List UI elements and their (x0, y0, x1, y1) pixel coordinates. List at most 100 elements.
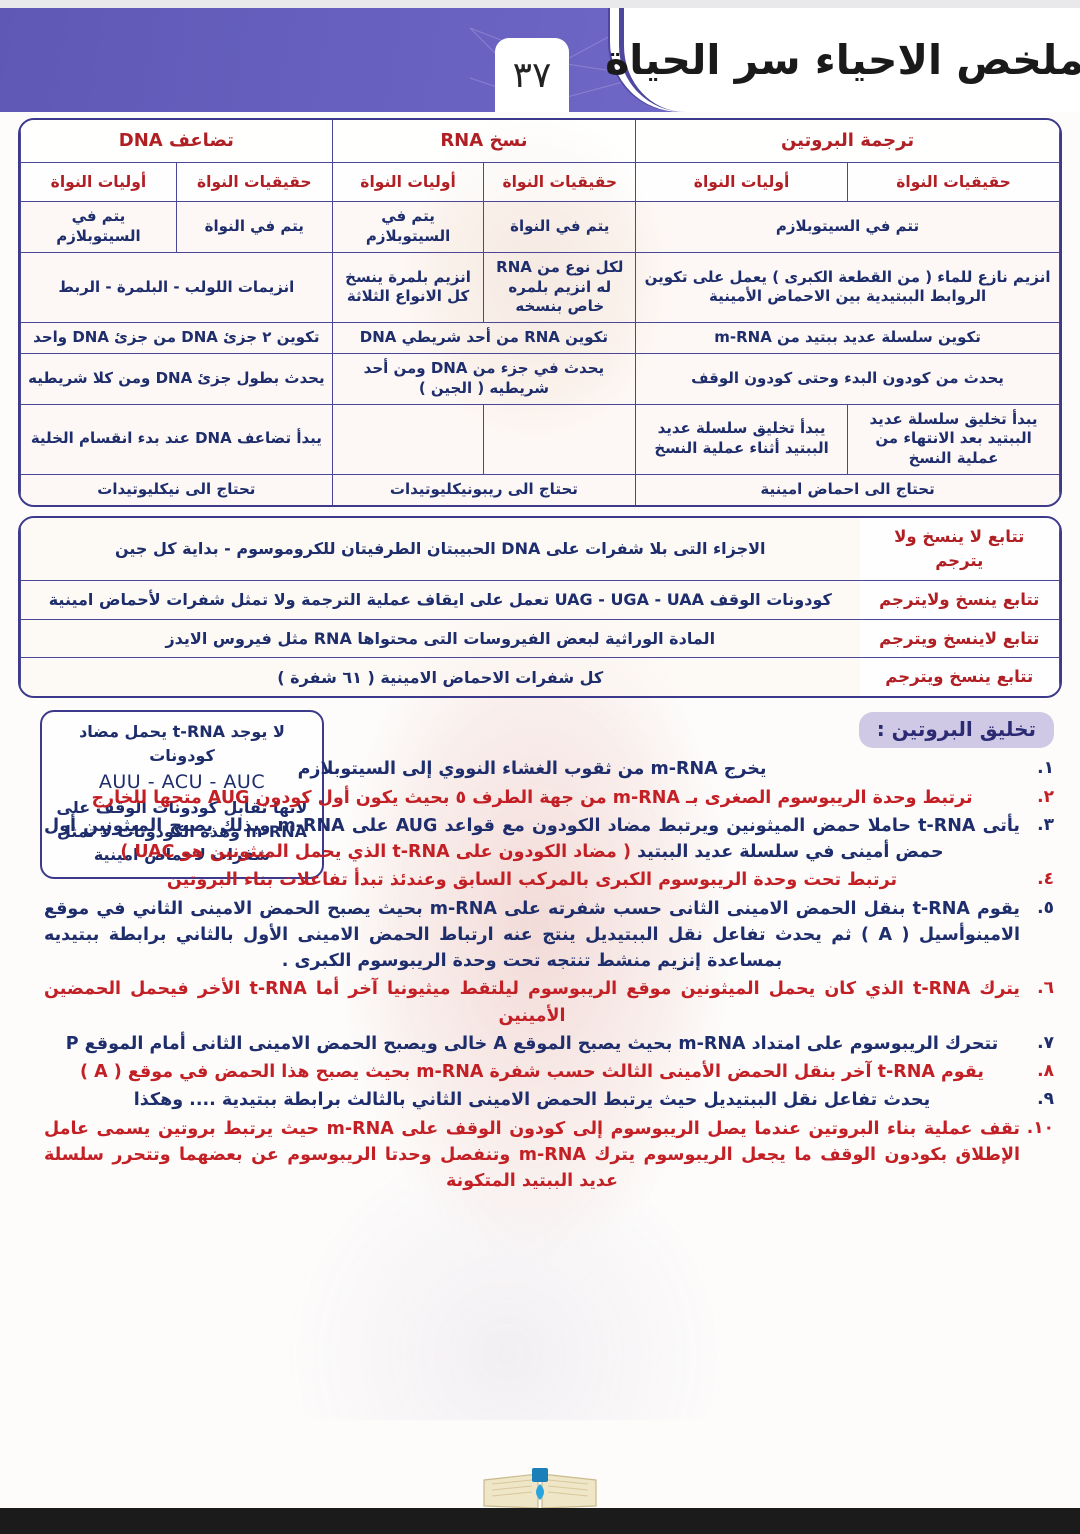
column-subheader: حقيقيات النواة (175, 161, 333, 203)
table-cell: انزيم نازع للماء ( من القطعة الكبرى ) يع… (635, 251, 1060, 324)
header-title-inner: ملخص الاحياء سر الحياة (605, 8, 1080, 112)
table-cell (331, 403, 485, 475)
table-row: تكوين سلسلة عديد ببتيد من m-RNA تكوين RNA… (20, 322, 1060, 354)
sequence-label: تتابع لا ينسخ ولا يترجم (859, 517, 1060, 581)
table-cell: انزيم بلمرة ينسخ كل الانواع الثلاثة (331, 251, 485, 324)
column-subheader: حقيقيات النواة (483, 161, 637, 203)
step-number: ٥. (1037, 897, 1054, 918)
step-number: ١٠. (1026, 1117, 1054, 1138)
protein-synthesis-steps: ١. يخرج m-RNA من ثقوب الغشاء النووي إلى ا… (44, 756, 1054, 1196)
sequence-description: المادة الوراثية لبعض الفيروسات التى محتو… (20, 618, 860, 659)
table-row: انزيم نازع للماء ( من القطعة الكبرى ) يع… (20, 251, 1060, 324)
note-codons: AUU - ACU - AUC (98, 770, 266, 793)
note-line-1: لا يوجد t-RNA يحمل مضاد كودونات (79, 722, 285, 766)
synthesis-step: ٣. يأتى t-RNA حاملا حمض الميثونين ويرتبط … (44, 813, 1054, 866)
step-number: ٤. (1037, 869, 1054, 890)
sequence-row: تتابع لا ينسخ ولا يترجم الاجزاء التى بلا … (20, 517, 1060, 581)
column-subheader: أوليات النواة (331, 161, 485, 203)
table-subheader-row: حقيقيات النواة أوليات النواة حقيقيات النوا… (20, 161, 1060, 203)
table-cell: يتم في النواة (175, 201, 333, 253)
column-header: ترجمة البروتين (635, 120, 1060, 163)
step-text: يحدث تفاعل نقل الببتيديل حيث يرتبط الحمض… (133, 1090, 931, 1111)
step-text: ترتبط وحدة الريبوسوم الصغرى بـ m-RNA من … (91, 787, 973, 808)
protein-synthesis-heading: تخليق البروتين : (858, 712, 1054, 749)
sequence-row: تتابع لاينسخ ويترجم المادة الوراثية لبعض … (20, 618, 1060, 659)
sequence-row: تتابع ينسخ ولايترجم كودونات الوقف UAG - U… (20, 579, 1060, 620)
table-cell: يتم في السيتوبلازم (20, 201, 177, 253)
table-row: تحتاج الى احماض امينية تحتاج الى ريبونيكل… (20, 473, 1060, 505)
table-row: يبدأ تخليق سلسلة عديد الببتيد بعد الانته… (20, 403, 1060, 475)
column-subheader: أوليات النواة (20, 161, 177, 203)
step-text: يقوم t-RNA بنقل الحمض الامينى الثانى حسب… (44, 898, 1020, 972)
synthesis-step: ١. يخرج m-RNA من ثقوب الغشاء النووي إلى ا… (44, 756, 1054, 782)
synthesis-step: ٦. يترك t-RNA الذي كان يحمل الميثونين موق… (44, 976, 1054, 1029)
sequence-table-box: تتابع لا ينسخ ولا يترجم الاجزاء التى بلا … (18, 515, 1062, 699)
step-number: ٦. (1037, 978, 1054, 999)
synthesis-step: ٧. تتحرك الريبوسوم على امتداد m-RNA بحيث … (44, 1031, 1054, 1057)
column-header: تضاعف DNA (20, 120, 333, 163)
table-cell: يحدث بطول جزئ DNA ومن كلا شريطيه (20, 352, 333, 405)
table-cell: تكوين سلسلة عديد ببتيد من m-RNA (635, 322, 1060, 354)
step-text: يخرج m-RNA من ثقوب الغشاء النووي إلى الس… (297, 759, 767, 780)
open-book-icon (480, 1466, 600, 1512)
table-cell: يتم في السيتوبلازم (331, 201, 485, 253)
step-text: يترك t-RNA الذي كان يحمل الميثونين موقع … (44, 979, 1020, 1026)
synthesis-step: ٨. يقوم t-RNA آخر بنقل الحمض الأمينى الثا… (44, 1059, 1054, 1085)
table-cell (483, 403, 637, 475)
table-cell: تكوين ٢ جزئ DNA من جزئ DNA واحد (20, 322, 333, 354)
column-header: نسخ RNA (331, 120, 637, 163)
sequence-description: كل شفرات الاحماض الامينية ( ٦١ شفرة ) (20, 657, 860, 697)
sequence-label: تتابع ينسخ ولايترجم (859, 579, 1060, 620)
step-number: ٣. (1037, 814, 1054, 835)
synthesis-step: ٩. يحدث تفاعل نقل الببتيديل حيث يرتبط الح… (44, 1087, 1054, 1113)
lower-region: لا يوجد t-RNA يحمل مضاد كودونات AUU - AC… (18, 708, 1062, 1308)
table-cell: يبدأ تضاعف DNA عند بدء انقسام الخلية (20, 403, 333, 475)
sequence-table: تتابع لا ينسخ ولا يترجم الاجزاء التى بلا … (20, 517, 1060, 697)
table-row: تتم في السيتوبلازم يتم في النواة يتم في ال… (20, 201, 1060, 253)
step-text: ترتبط تحت وحدة الريبوسوم الكبرى بالمركب … (166, 870, 898, 891)
table-cell: تتم في السيتوبلازم (635, 201, 1060, 253)
table-cell: انزيمات اللولب - البلمرة - الربط (20, 251, 333, 324)
table-cell: يتم في النواة (483, 201, 637, 253)
page-header-banner: ملخص الاحياء سر الحياة ٣٧ (0, 8, 1080, 112)
table-cell: يبدأ تخليق سلسلة عديد الببتيد أثناء عملي… (635, 403, 849, 475)
step-number: ١. (1037, 758, 1054, 779)
comparison-table: ترجمة البروتين نسخ RNA تضاعف DNA حقيقيات ال… (20, 120, 1060, 505)
synthesis-step: ٥. يقوم t-RNA بنقل الحمض الامينى الثانى ح… (44, 896, 1054, 975)
table-cell: تحتاج الى احماض امينية (635, 473, 1060, 505)
sequence-label: تتابع لاينسخ ويترجم (859, 618, 1060, 659)
synthesis-step: ١٠. تقف عملية بناء البروتين عندما يصل الر… (44, 1116, 1054, 1195)
synthesis-step: ٤. ترتبط تحت وحدة الريبوسوم الكبرى بالمرك… (44, 867, 1054, 893)
table-header-row: ترجمة البروتين نسخ RNA تضاعف DNA (20, 120, 1060, 163)
top-edge-bar (0, 0, 1080, 8)
synthesis-step: ٢. ترتبط وحدة الريبوسوم الصغرى بـ m-RNA م… (44, 785, 1054, 811)
sequence-row: تتابع ينسخ ويترجم كل شفرات الاحماض الامين… (20, 657, 1060, 697)
page-title: ملخص الاحياء سر الحياة (605, 36, 1080, 84)
table-cell: يحدث من كودون البدء وحتى كودون الوقف (635, 352, 1060, 405)
step-text: تتحرك الريبوسوم على امتداد m-RNA بحيث يص… (65, 1033, 999, 1054)
table-row: يحدث من كودون البدء وحتى كودون الوقف يحدث… (20, 352, 1060, 405)
content-area: ترجمة البروتين نسخ RNA تضاعف DNA حقيقيات ال… (18, 118, 1062, 1498)
table-cell: يحدث في جزء من DNA ومن أحد شريطيه ( الجي… (331, 352, 637, 405)
step-text: يقوم t-RNA آخر بنقل الحمض الأمينى الثالث… (80, 1062, 984, 1083)
table-cell: يبدأ تخليق سلسلة عديد الببتيد بعد الانته… (847, 403, 1060, 475)
sequence-description: كودونات الوقف UAG - UGA - UAA تعمل على ا… (20, 579, 860, 620)
sequence-label: تتابع ينسخ ويترجم (859, 657, 1060, 697)
table-cell: تحتاج الى نيكليوتيدات (20, 473, 333, 505)
page-number-badge: ٣٧ (495, 38, 569, 112)
step-number: ٨. (1037, 1061, 1054, 1082)
bottom-edge-bar (0, 1508, 1080, 1534)
comparison-table-box: ترجمة البروتين نسخ RNA تضاعف DNA حقيقيات ال… (18, 118, 1062, 507)
step-text-emphasis: ( مضاد الكودون على t-RNA الذي يحمل الميث… (120, 842, 638, 863)
step-text: تقف عملية بناء البروتين عندما يصل الريبو… (44, 1118, 1021, 1192)
header-title-container: ملخص الاحياء سر الحياة (605, 8, 1080, 112)
sequence-description: الاجزاء التى بلا شفرات على DNA الحبيبتان… (20, 517, 860, 581)
column-subheader: أوليات النواة (635, 161, 849, 203)
column-subheader: حقيقيات النواة (847, 161, 1060, 203)
table-cell: لكل نوع من RNA له انزيم بلمره خاص بنسخه (483, 251, 637, 324)
table-cell: تحتاج الى ريبونيكليوتيدات (331, 473, 637, 505)
step-number: ٢. (1037, 786, 1054, 807)
step-number: ٩. (1037, 1089, 1054, 1110)
step-number: ٧. (1037, 1032, 1054, 1053)
